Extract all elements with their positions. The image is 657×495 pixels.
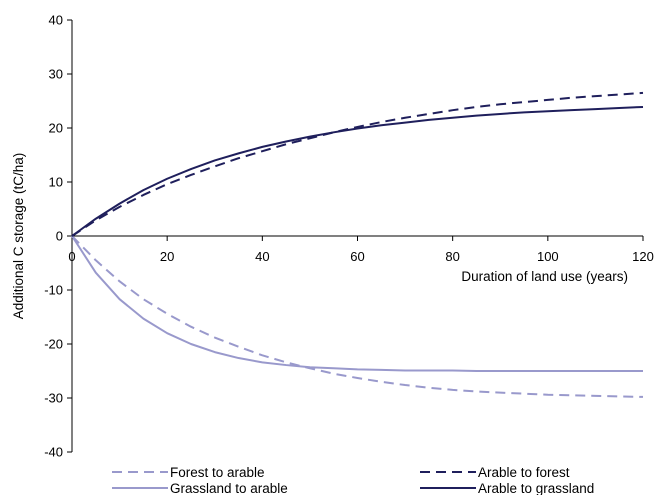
x-tick-label: 0	[68, 249, 75, 264]
x-tick-label: 40	[255, 249, 269, 264]
y-tick-label: -20	[44, 337, 63, 352]
series-line-forest-to-arable	[71, 235, 644, 398]
y-tick-label: -40	[44, 445, 63, 460]
x-tick-label: 120	[632, 249, 654, 264]
series-lines	[71, 91, 644, 398]
y-axis-title: Additional C storage (tC/ha)	[11, 153, 26, 320]
legend-item-arable-to-grassland: Arable to grassland	[420, 481, 594, 495]
x-axis-title: Duration of land use (years)	[461, 269, 628, 284]
x-ticks: 0 20 40 60 80 100 120	[68, 236, 654, 264]
legend-item-grassland-to-arable: Grassland to arable	[112, 481, 288, 495]
series-line-arable-to-forest	[71, 91, 644, 237]
x-tick-label: 60	[350, 249, 364, 264]
y-tick-label: -30	[44, 391, 63, 406]
series-line-arable-to-grassland	[71, 105, 644, 237]
y-tick-label: 20	[49, 121, 63, 136]
y-tick-label: 40	[49, 13, 63, 28]
plot-area: -40 -30 -20 -10 0 10 20 30 40 0 20 40 60 80 100 120	[44, 13, 654, 460]
y-ticks: -40 -30 -20 -10 0 10 20 30 40	[44, 13, 72, 460]
y-tick-label: 30	[49, 67, 63, 82]
legend-item-arable-to-forest: Arable to forest	[420, 465, 570, 480]
legend-label: Forest to arable	[170, 465, 265, 480]
x-tick-label: 20	[160, 249, 174, 264]
legend-label: Arable to forest	[478, 465, 570, 480]
legend-label: Grassland to arable	[170, 481, 288, 495]
y-tick-label: 10	[49, 175, 63, 190]
x-tick-label: 80	[445, 249, 459, 264]
y-tick-label: 0	[56, 229, 63, 244]
legend-label: Arable to grassland	[478, 481, 594, 495]
x-tick-label: 100	[537, 249, 559, 264]
y-tick-label: -10	[44, 283, 63, 298]
legend-item-forest-to-arable: Forest to arable	[112, 465, 265, 480]
series-line-grassland-to-arable	[71, 235, 643, 372]
